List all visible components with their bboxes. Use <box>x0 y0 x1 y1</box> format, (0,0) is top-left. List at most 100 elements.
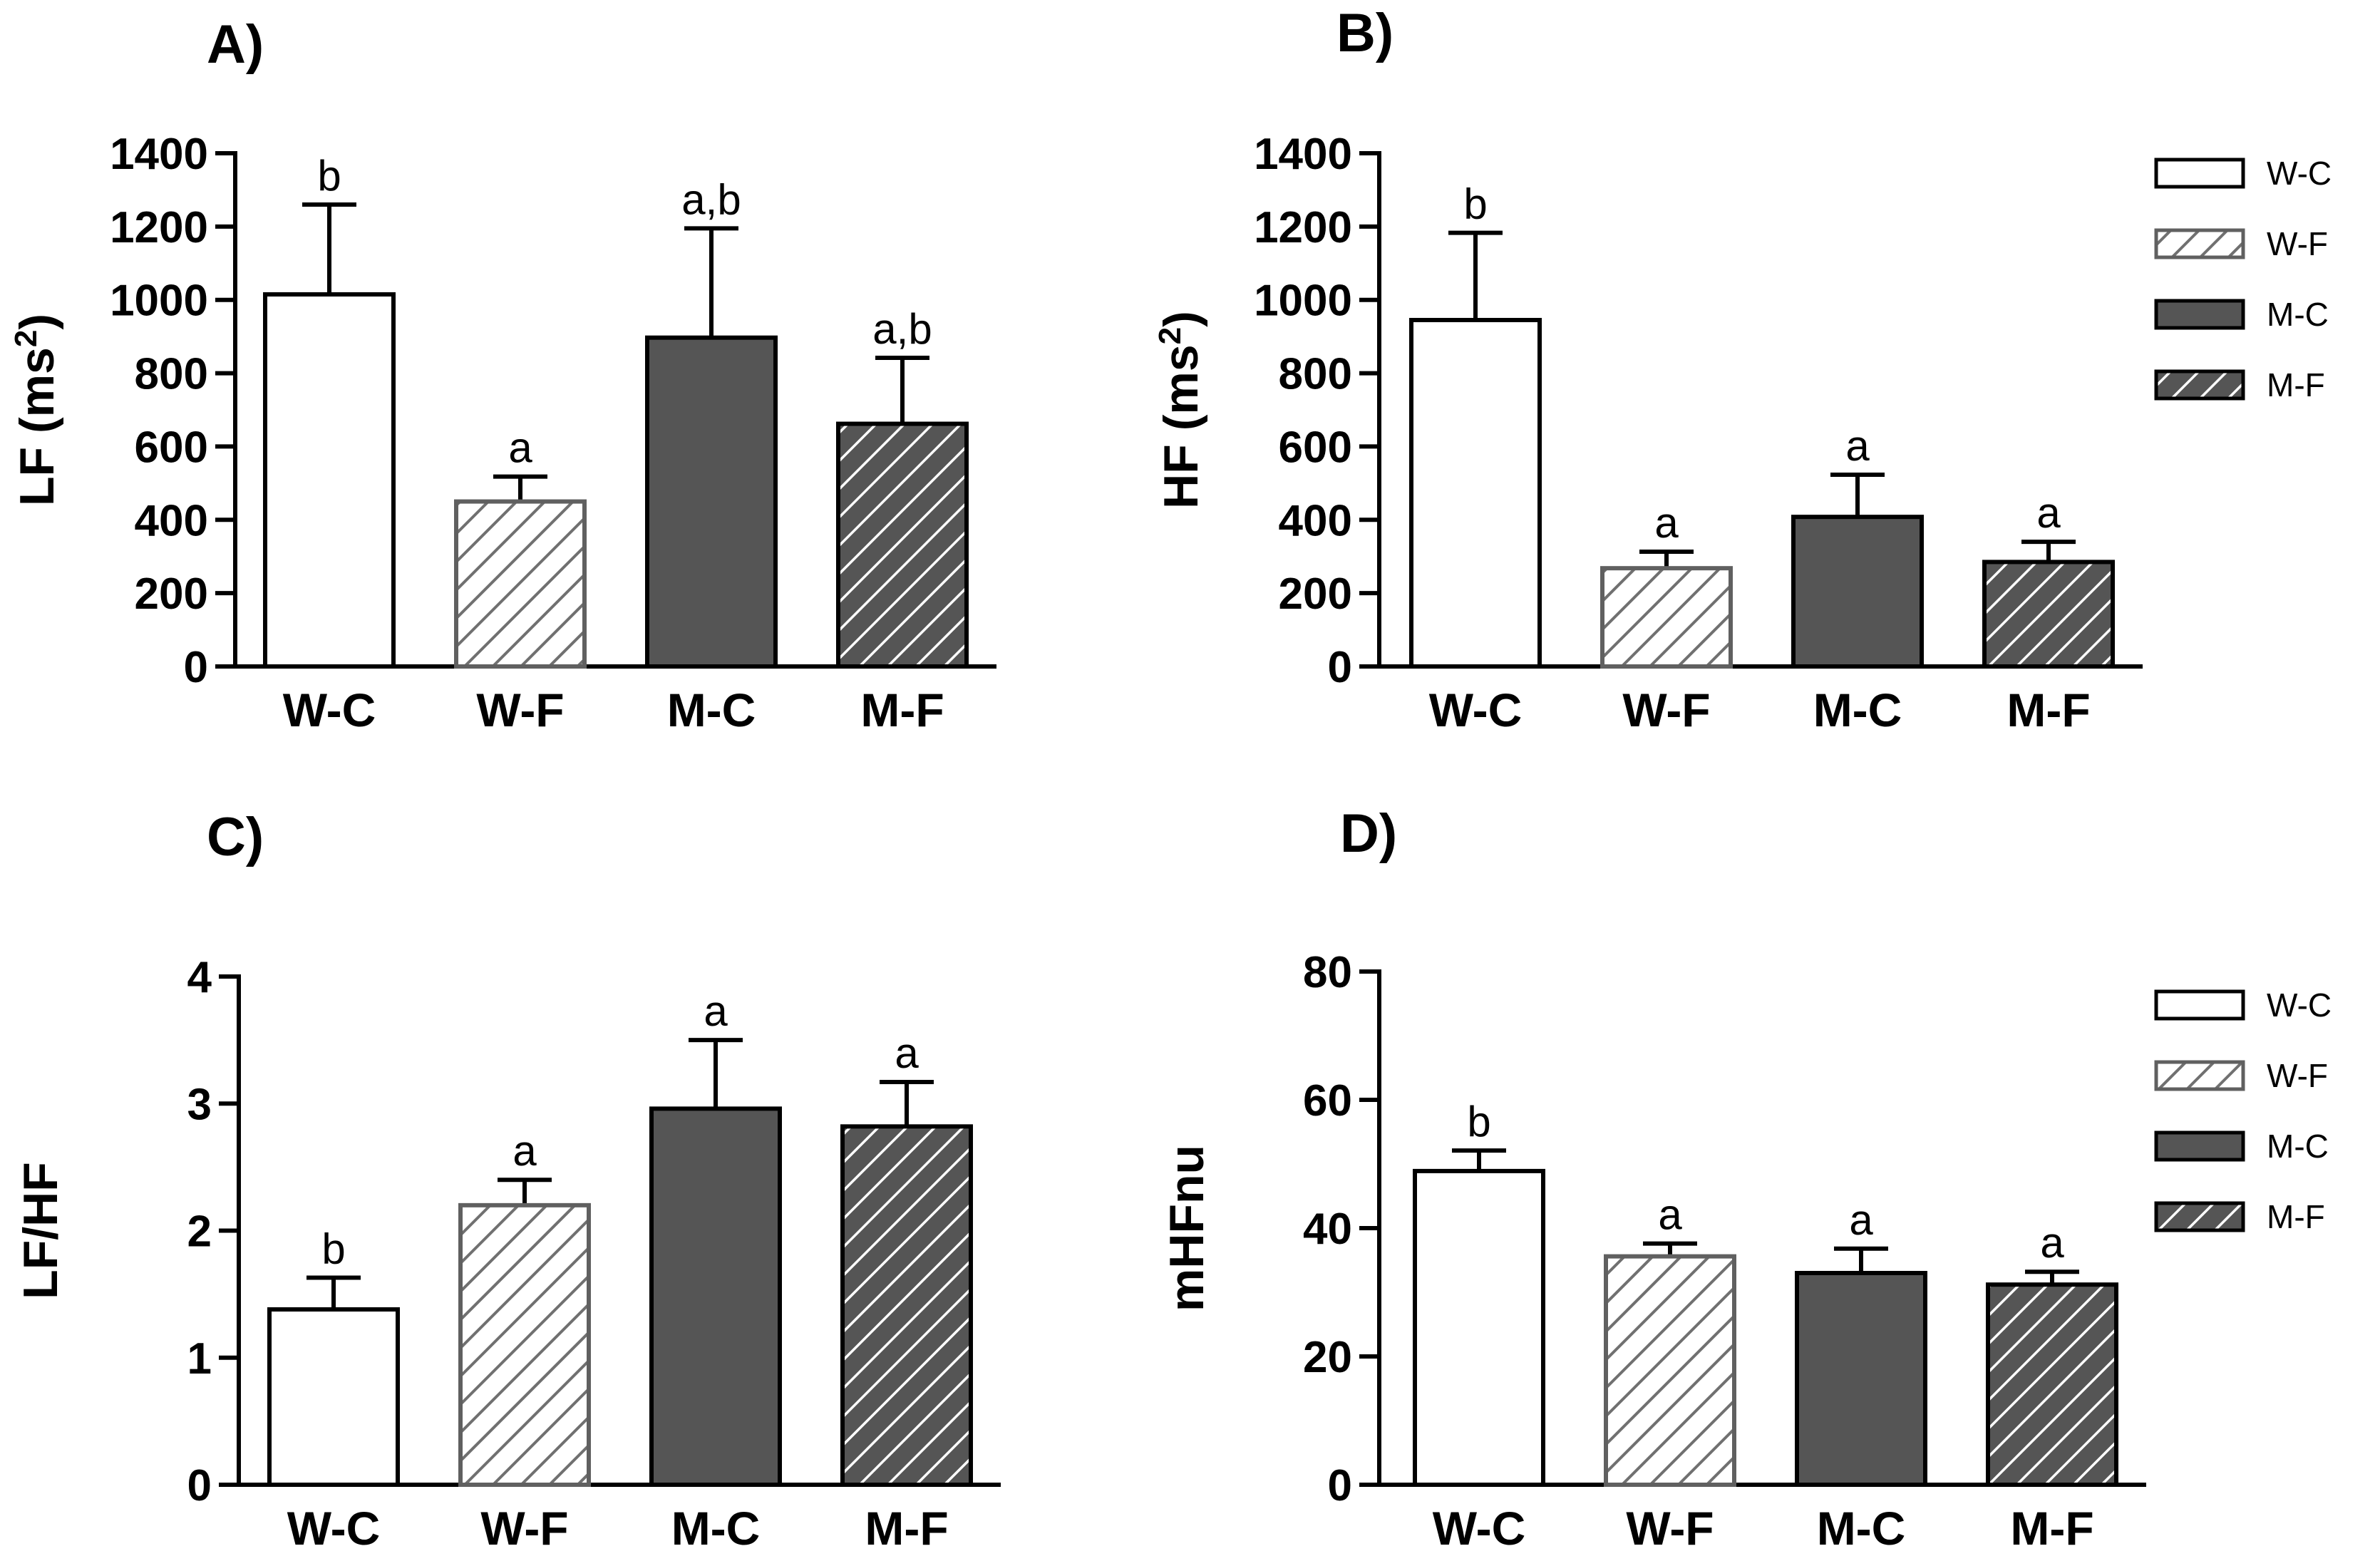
y-tick-label: 4 <box>187 953 212 1002</box>
y-tick-label: 800 <box>135 350 208 399</box>
y-tick-label: 60 <box>1303 1076 1352 1125</box>
y-tick-label: 1000 <box>110 277 208 326</box>
significance-label: a,b <box>681 175 741 223</box>
legend-label: M-F <box>2267 1198 2325 1235</box>
significance-label: b <box>1463 180 1487 228</box>
y-tick-label: 1000 <box>1254 277 1352 326</box>
legend-label: M-C <box>2267 1128 2329 1165</box>
x-tick-label: M-F <box>865 1502 948 1555</box>
bar-m-c <box>1795 1271 1927 1487</box>
y-tick-label: 1200 <box>1254 203 1352 252</box>
x-tick-label: M-F <box>2006 684 2090 736</box>
significance-label: a <box>2040 1219 2064 1267</box>
legend-swatch-w-c <box>2154 989 2245 1021</box>
x-tick-label: W-F <box>1622 684 1710 736</box>
bar-m-f <box>836 421 969 669</box>
y-tick-label: 80 <box>1303 948 1352 997</box>
legend-swatch-m-c <box>2154 299 2245 330</box>
y-tick-label: 200 <box>135 570 208 619</box>
legend: W-C W-F M-C M-F <box>2154 155 2332 403</box>
x-tick-label: M-F <box>2010 1502 2093 1555</box>
bar-w-f <box>1604 1254 1736 1487</box>
y-tick-label: 800 <box>1279 350 1352 399</box>
legend-swatch-w-f <box>2154 1060 2245 1091</box>
bar-w-f <box>1600 566 1733 669</box>
y-axis-label: mHFnu <box>1160 1145 1214 1312</box>
chart-panel-1: A) LF (ms2) 0 200 400 600 800 1000 1200 1400 b W-C a… <box>9 14 996 736</box>
significance-label: b <box>1467 1098 1490 1145</box>
x-tick-label: W-C <box>1429 684 1523 736</box>
x-tick-label: W-F <box>480 1502 568 1555</box>
chart-panel-3: C) LF/HF 0 1 2 3 4 b W-C a W-F a M-C a M-F <box>14 807 1001 1555</box>
legend: W-C W-F M-C M-F <box>2154 987 2332 1235</box>
y-tick-label: 400 <box>135 496 208 545</box>
significance-label: b <box>317 152 341 200</box>
y-tick-label: 1400 <box>110 130 208 179</box>
y-tick-label: 600 <box>1279 423 1352 472</box>
legend-swatch-m-f <box>2154 1201 2245 1232</box>
y-tick-label: 0 <box>1328 643 1352 692</box>
significance-label: a <box>2036 489 2061 537</box>
significance-label: a,b <box>872 305 932 353</box>
panel-letter: B) <box>1336 3 1394 63</box>
y-tick-label: 0 <box>187 1461 212 1510</box>
x-tick-label: M-C <box>667 684 756 736</box>
panel-letter: D) <box>1340 803 1397 864</box>
y-tick-label: 3 <box>187 1080 212 1129</box>
significance-label: a <box>895 1029 919 1077</box>
y-tick-label: 1 <box>187 1334 212 1384</box>
legend-label: W-F <box>2267 1057 2328 1094</box>
x-tick-label: W-C <box>287 1502 381 1555</box>
y-tick-label: 1200 <box>110 203 208 252</box>
x-tick-label: W-F <box>476 684 564 736</box>
significance-label: a <box>704 987 728 1035</box>
legend-label: W-C <box>2267 155 2332 192</box>
significance-label: b <box>321 1225 345 1272</box>
bar-w-c <box>1409 318 1542 669</box>
bar-m-f <box>1986 1282 2118 1487</box>
x-tick-label: M-C <box>1813 684 1902 736</box>
y-tick-label: 1400 <box>1254 130 1352 179</box>
bar-m-c <box>649 1106 782 1487</box>
significance-label: a <box>512 1127 537 1175</box>
bar-m-f <box>1982 560 2115 669</box>
significance-label: a <box>1654 499 1679 547</box>
bar-w-f <box>458 1202 591 1487</box>
bar-w-c <box>1413 1168 1545 1488</box>
legend-swatch-w-f <box>2154 228 2245 259</box>
panel-letter: A) <box>207 14 264 75</box>
bar-m-c <box>645 335 778 669</box>
x-tick-label: W-C <box>283 684 376 736</box>
y-axis-label: LF (ms2) <box>9 314 64 506</box>
x-tick-label: W-C <box>1433 1502 1526 1555</box>
legend-label: W-F <box>2267 225 2328 262</box>
y-axis-label: HF (ms2) <box>1153 311 1208 509</box>
y-tick-label: 40 <box>1303 1205 1352 1254</box>
y-tick-label: 400 <box>1279 496 1352 545</box>
y-tick-label: 0 <box>184 643 208 692</box>
x-tick-label: M-C <box>1817 1502 1906 1555</box>
legend-label: M-C <box>2267 296 2329 333</box>
bar-w-c <box>267 1307 400 1488</box>
y-tick-label: 600 <box>135 423 208 472</box>
legend-swatch-w-c <box>2154 158 2245 189</box>
y-tick-label: 2 <box>187 1207 212 1257</box>
legend-label: M-F <box>2267 366 2325 403</box>
bar-m-c <box>1791 515 1924 669</box>
y-tick-label: 20 <box>1303 1333 1352 1382</box>
x-tick-label: M-F <box>860 684 944 736</box>
bar-w-f <box>454 499 587 669</box>
significance-label: a <box>1845 422 1870 470</box>
x-tick-label: W-F <box>1626 1502 1714 1555</box>
bar-w-c <box>263 292 396 669</box>
legend-swatch-m-c <box>2154 1130 2245 1162</box>
y-axis-label: LF/HF <box>14 1162 68 1299</box>
panel-letter: C) <box>207 807 264 867</box>
legend-swatch-m-f <box>2154 369 2245 401</box>
significance-label: a <box>1849 1196 1873 1244</box>
significance-label: a <box>508 424 532 472</box>
legend-label: W-C <box>2267 987 2332 1024</box>
